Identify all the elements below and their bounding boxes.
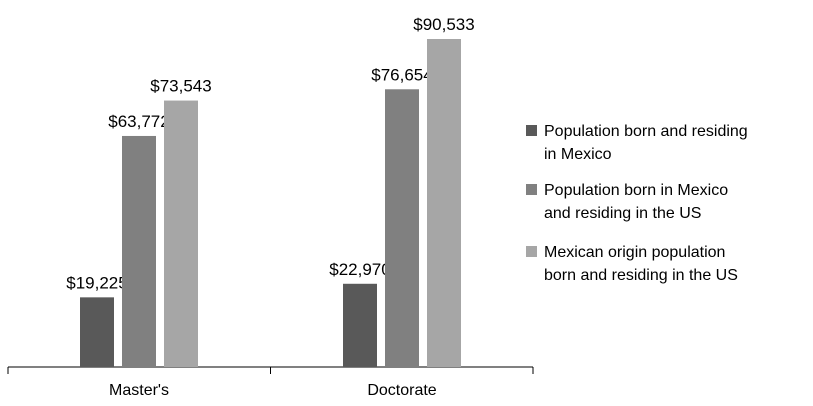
- bar-masters-series-1: [80, 297, 114, 367]
- data-label-doctorate-series-2: $76,654: [371, 65, 432, 84]
- legend-label-1-line-1: Population born and residing: [544, 123, 748, 140]
- bar-doctorate-series-3: [427, 39, 461, 367]
- data-label-doctorate-series-3: $90,533: [413, 15, 474, 34]
- legend-label-3-line-2: born and residing in the US: [544, 267, 738, 284]
- data-label-doctorate-series-1: $22,970: [329, 260, 390, 279]
- legend-swatch-3: [526, 246, 537, 257]
- data-label-masters-series-3: $73,543: [150, 77, 211, 96]
- bar-doctorate-series-2: [385, 89, 419, 368]
- data-label-masters-series-1: $19,225: [66, 273, 127, 292]
- legend-label-2-line-1: Population born in Mexico: [544, 182, 728, 199]
- legend-label-1-line-2: in Mexico: [544, 146, 612, 163]
- legend-label-3-line-1: Mexican origin population: [544, 244, 725, 261]
- data-label-masters-series-2: $63,772: [108, 112, 169, 131]
- bar-masters-series-2: [122, 135, 156, 367]
- legend-label-2-line-2: and residing in the US: [544, 205, 701, 222]
- bar-doctorate-series-1: [343, 283, 377, 367]
- legend-swatch-1: [526, 125, 537, 136]
- category-label-doctorate: Doctorate: [367, 382, 436, 399]
- legend-swatch-2: [526, 184, 537, 195]
- category-label-masters: Master's: [109, 382, 169, 399]
- bar-masters-series-3: [164, 100, 198, 368]
